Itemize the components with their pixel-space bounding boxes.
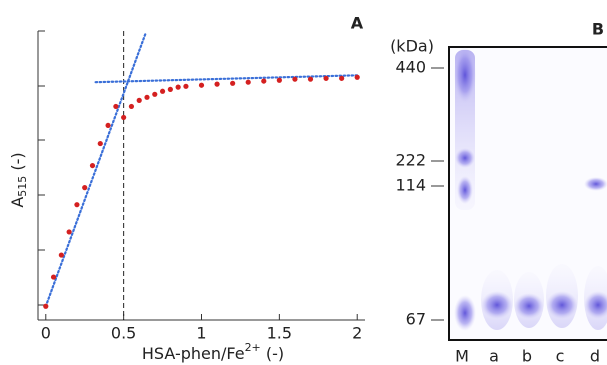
point bbox=[137, 98, 142, 103]
x-tick-label: 2 bbox=[352, 324, 362, 343]
point bbox=[339, 76, 344, 81]
fit-line bbox=[46, 34, 146, 306]
point bbox=[292, 77, 297, 82]
y-label-part: A bbox=[8, 197, 27, 208]
lane-label: M bbox=[455, 347, 469, 365]
point bbox=[355, 75, 360, 80]
point bbox=[121, 115, 126, 120]
x-tick-label: 0.5 bbox=[111, 324, 136, 343]
point bbox=[82, 185, 87, 190]
point bbox=[230, 81, 235, 86]
point bbox=[168, 87, 173, 92]
point bbox=[183, 84, 188, 89]
marker-label: 114 bbox=[395, 176, 426, 195]
figure: A HSA-phen/Fe2+ (-) A515 (-) 00.511.52 B… bbox=[0, 0, 607, 365]
x-tick-label: 0 bbox=[41, 324, 51, 343]
lane-label: c bbox=[556, 347, 565, 365]
marker-label: 440 bbox=[395, 58, 426, 77]
panel-label: B bbox=[592, 20, 604, 39]
point bbox=[67, 229, 72, 234]
point bbox=[144, 95, 149, 100]
panel-label: A bbox=[351, 14, 364, 33]
marker-label: 222 bbox=[395, 151, 426, 170]
x-tick-label: 1.5 bbox=[267, 324, 292, 343]
point bbox=[261, 78, 266, 83]
point bbox=[90, 163, 95, 168]
point bbox=[152, 92, 157, 97]
point bbox=[105, 123, 110, 128]
point bbox=[246, 80, 251, 85]
point bbox=[323, 76, 328, 81]
point bbox=[51, 274, 56, 279]
y-axis-label: A515 (-) bbox=[8, 152, 30, 207]
x-label-part: (-) bbox=[261, 344, 284, 363]
point bbox=[43, 304, 48, 309]
lane-label: b bbox=[522, 347, 532, 365]
y-label-sub: 515 bbox=[16, 176, 29, 197]
point bbox=[308, 77, 313, 82]
x-label-part: HSA-phen/Fe bbox=[142, 344, 245, 363]
x-label-sup: 2+ bbox=[245, 341, 261, 354]
point bbox=[199, 83, 204, 88]
point bbox=[113, 104, 118, 109]
point bbox=[214, 82, 219, 87]
y-label-part: (-) bbox=[8, 152, 27, 175]
y-minor-ticks bbox=[38, 31, 45, 305]
lane-label: d bbox=[590, 347, 600, 365]
point bbox=[129, 104, 134, 109]
unit-label: (kDa) bbox=[390, 37, 434, 56]
point bbox=[176, 85, 181, 90]
x-axis-label: HSA-phen/Fe2+ (-) bbox=[142, 341, 284, 363]
point bbox=[74, 202, 79, 207]
point bbox=[277, 78, 282, 83]
x-tick-label: 1 bbox=[196, 324, 206, 343]
point bbox=[98, 141, 103, 146]
marker-label: 67 bbox=[406, 310, 426, 329]
point bbox=[59, 252, 64, 257]
point bbox=[160, 89, 165, 94]
fit-line bbox=[96, 75, 358, 82]
lane-label: a bbox=[489, 347, 499, 365]
